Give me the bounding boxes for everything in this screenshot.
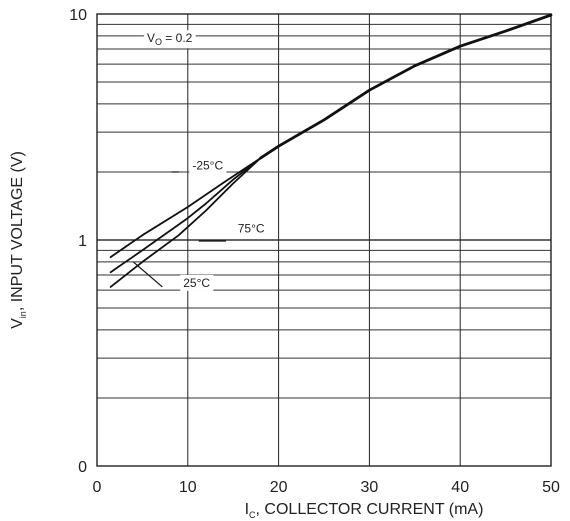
y-tick-label: 1	[78, 233, 87, 250]
x-tick-label: 30	[361, 479, 379, 496]
series-line-2	[109, 157, 262, 258]
annotation-leader-2	[132, 261, 163, 288]
series-line-1	[259, 13, 553, 160]
x-tick-label: 20	[270, 479, 288, 496]
annotation-t25: 25°C	[183, 276, 210, 290]
tick-label-layer: 0 10 20 30 40 50 0 1 10	[69, 7, 560, 496]
annotation-background	[180, 274, 214, 291]
x-tick-label: 50	[542, 479, 560, 496]
annotation-background	[143, 30, 196, 49]
annotation-t-25: -25°C	[192, 159, 223, 173]
series-line-4	[109, 157, 262, 288]
x-tick-label: 10	[179, 479, 197, 496]
series-layer	[109, 13, 553, 288]
annotation-background	[234, 220, 268, 237]
x-axis-title: IC, COLLECTOR CURRENT (mA)	[245, 501, 484, 520]
y-axis-title: Vin, INPUT VOLTAGE (V)	[9, 151, 28, 329]
y-tick-label: 10	[69, 7, 87, 24]
annotation-background	[189, 157, 227, 174]
annotation-layer: VO = 0.2 -25°C 75°C 25°C	[132, 30, 268, 291]
series-line-3	[109, 157, 262, 274]
y-tick-label: 0	[78, 459, 87, 476]
annotation-t75: 75°C	[238, 221, 265, 235]
annotation-vo: VO = 0.2	[147, 31, 193, 47]
grid-layer	[96, 13, 552, 467]
x-tick-label: 0	[93, 479, 102, 496]
x-tick-label: 40	[451, 479, 469, 496]
